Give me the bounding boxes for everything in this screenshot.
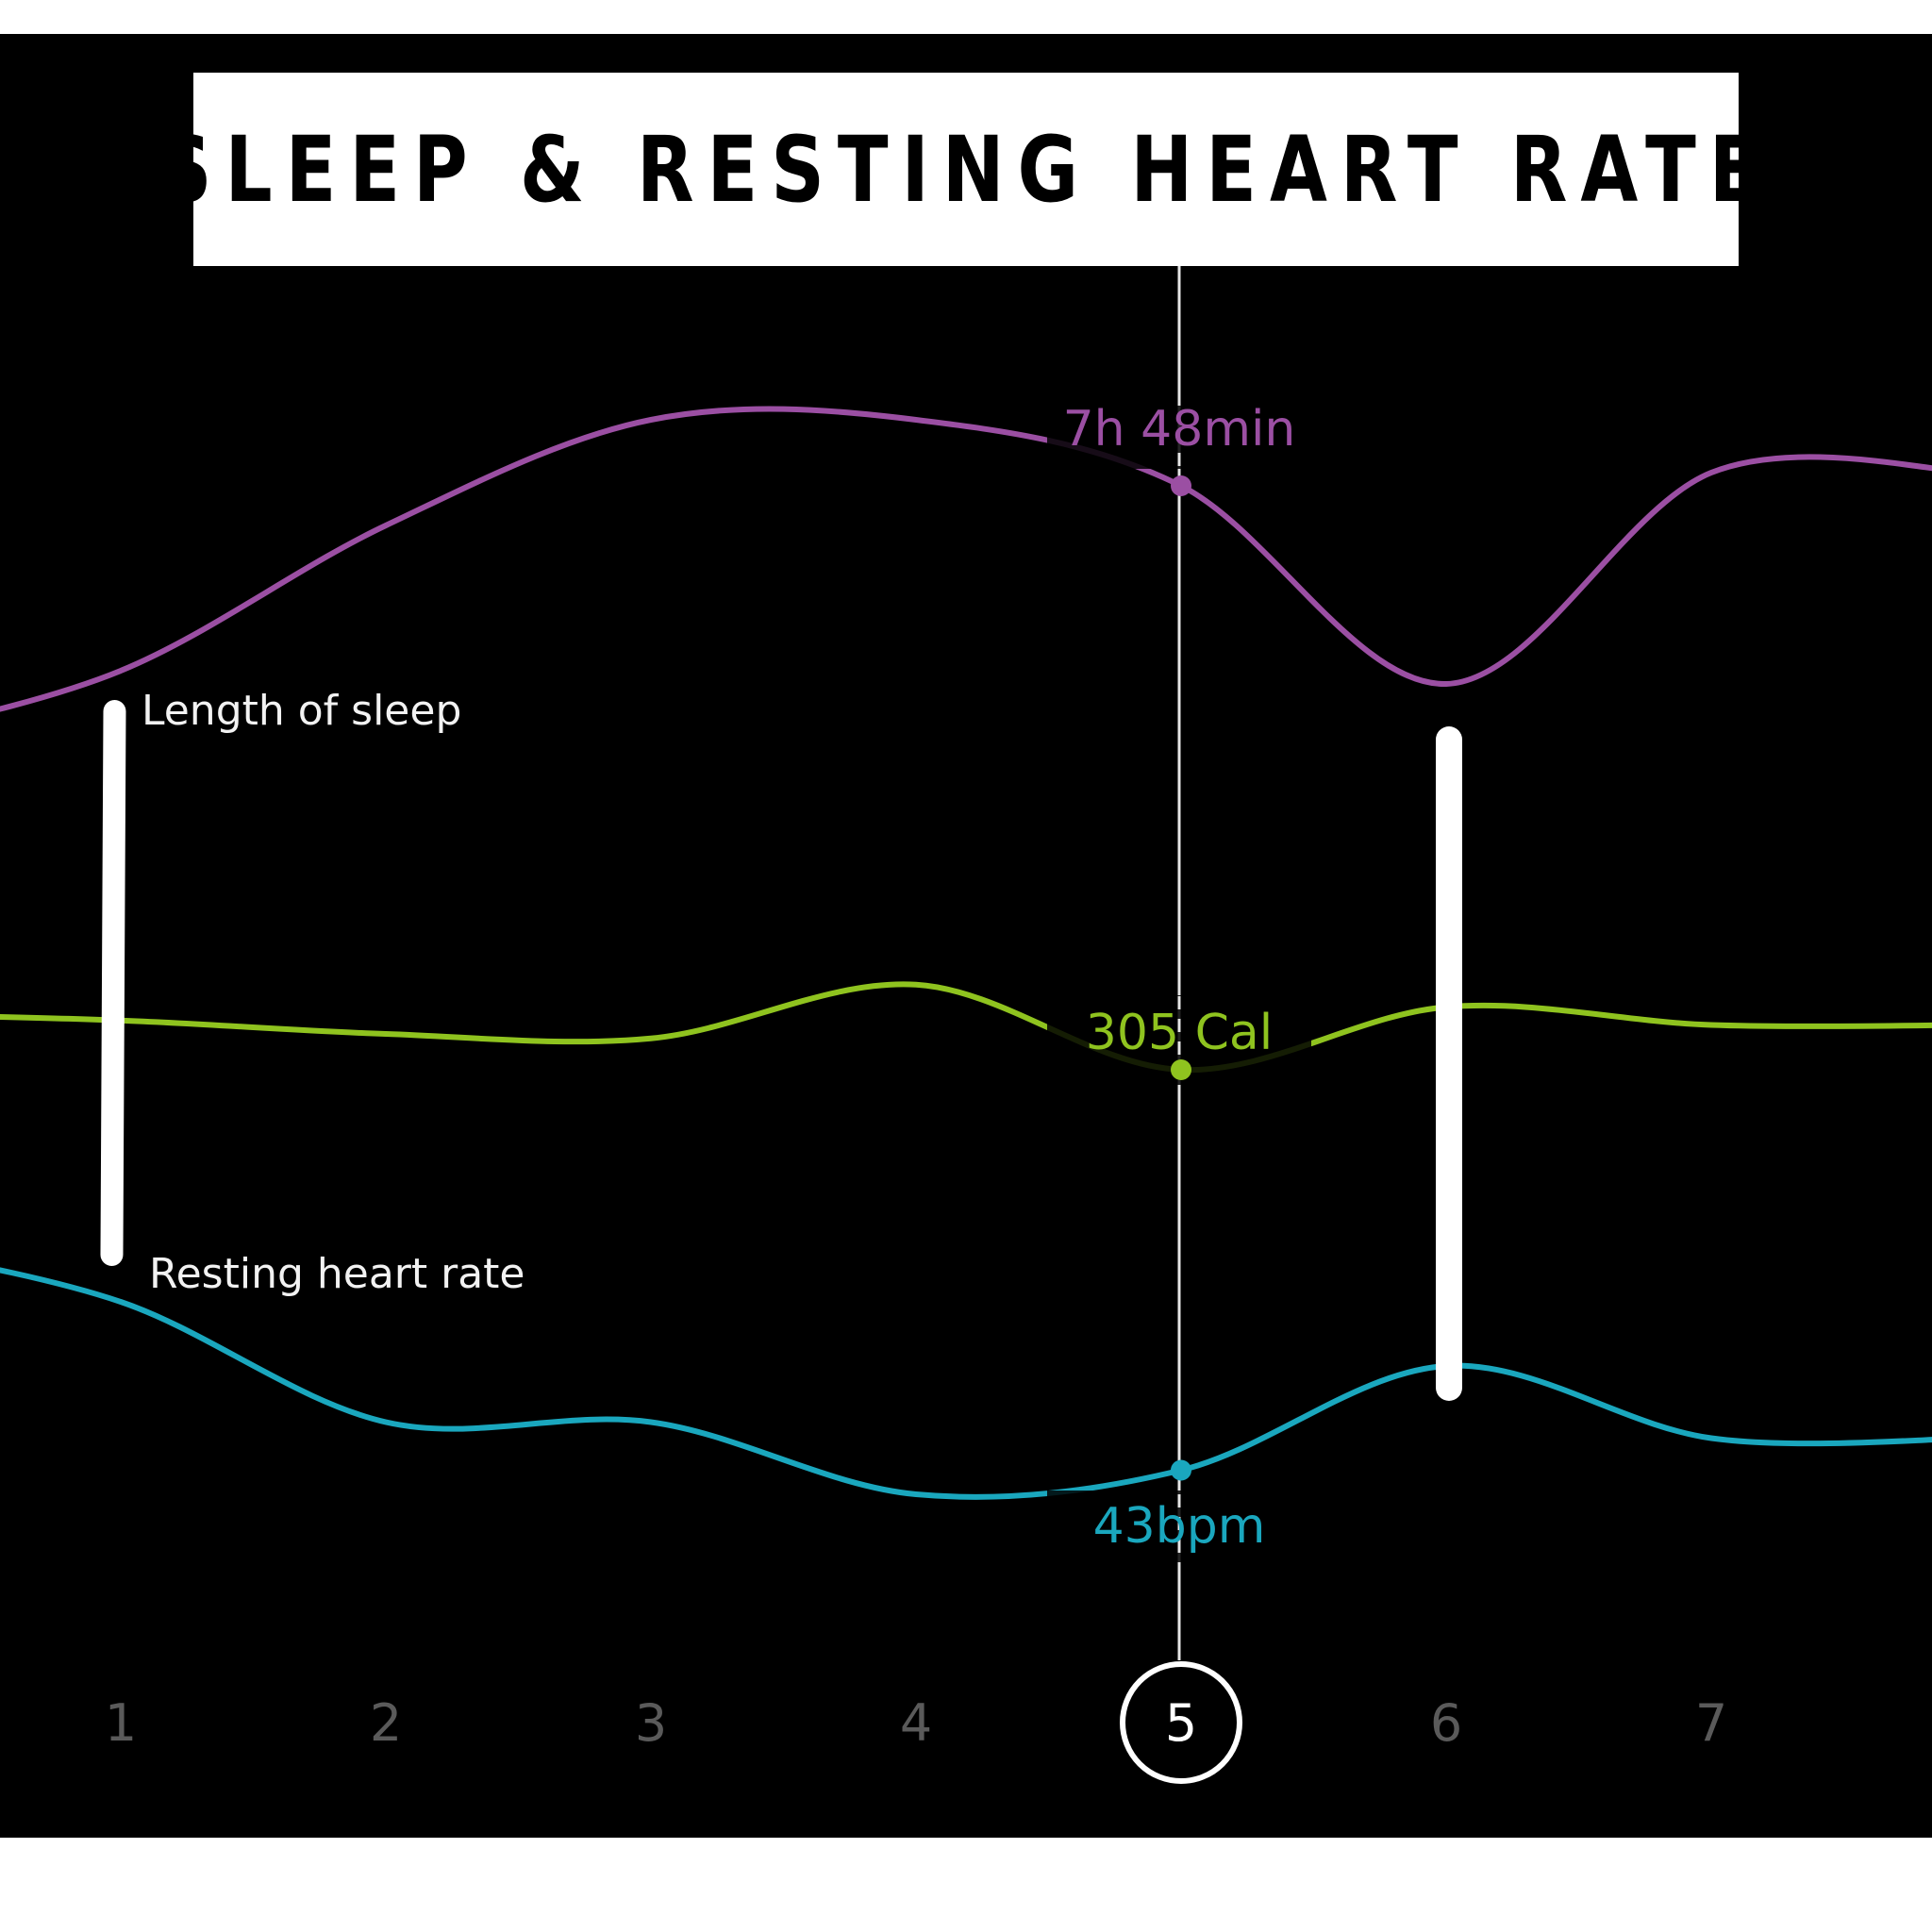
day-tick-1[interactable]: 1 <box>105 1693 137 1753</box>
sleep-series-line <box>0 406 1932 712</box>
title-banner: SLEEP & RESTING HEART RATE <box>158 73 1760 266</box>
heart-rate-series-line <box>0 1267 1932 1500</box>
calories-series-line <box>0 981 1932 1074</box>
length-of-sleep-label: Length of sleep <box>142 687 461 735</box>
sleep-selected-point[interactable] <box>1171 475 1191 496</box>
calories-value-label: 305 Cal <box>1086 1005 1273 1061</box>
calories-selected-point[interactable] <box>1171 1059 1191 1080</box>
app-screen <box>0 34 1932 1838</box>
day-tick-3[interactable]: 3 <box>635 1693 667 1753</box>
sleep-to-heart-rate-bracket-left <box>100 700 126 1266</box>
day-tick-7[interactable]: 7 <box>1695 1693 1727 1753</box>
bottom-margin <box>0 1838 1932 1932</box>
heart-rate-value-label: 43bpm <box>1093 1498 1266 1555</box>
selected-day-ring[interactable] <box>1120 1661 1242 1784</box>
resting-heart-rate-label: Resting heart rate <box>149 1250 525 1298</box>
sleep-value-label: 7h 48min <box>1063 401 1296 458</box>
x-axis-day-ticks: 1 2 3 4 5 6 7 <box>105 1661 1727 1784</box>
heart-rate-selected-point[interactable] <box>1171 1459 1191 1481</box>
day-tick-2[interactable]: 2 <box>370 1693 402 1753</box>
day-tick-5[interactable]: 5 <box>1165 1693 1197 1753</box>
page-title: SLEEP & RESTING HEART RATE <box>158 116 1774 223</box>
day-tick-4[interactable]: 4 <box>900 1693 932 1753</box>
sleep-to-heart-rate-bracket-right <box>1436 726 1462 1401</box>
day-tick-6[interactable]: 6 <box>1430 1693 1462 1753</box>
